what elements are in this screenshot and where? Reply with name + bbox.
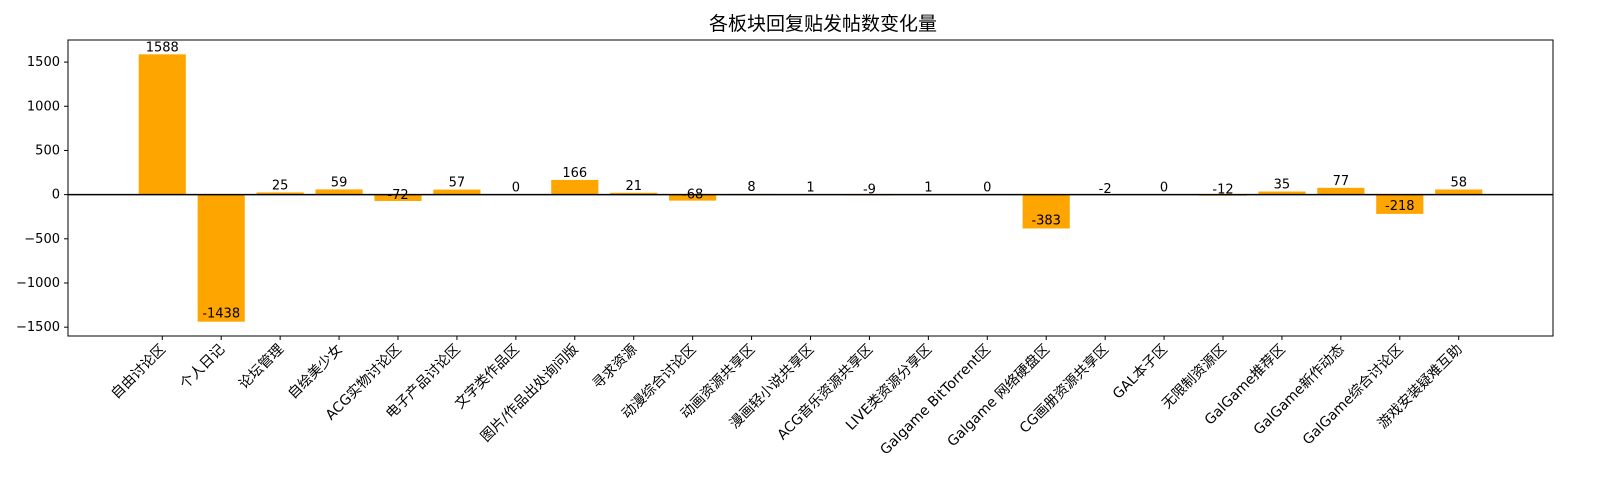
bar-value-label-22: 58 [1450,176,1467,191]
bar-value-label-9: -68 [682,188,703,203]
svg-text:论坛管理: 论坛管理 [236,342,287,393]
svg-text:自由讨论区: 自由讨论区 [108,342,169,403]
bar-value-label-21: -218 [1385,199,1415,214]
y-tick-label-0: 1500 [27,55,60,70]
svg-text:GAL本子区: GAL本子区 [1110,342,1171,403]
x-axis: 自由讨论区 个人日记 论坛管理自绘美少女ACG实物讨论区电子产品讨论区文字类作品区图… [108,336,1466,459]
x-tick-label-3: 自绘美少女 [284,341,346,403]
bar-value-label-17: 0 [1160,181,1168,196]
x-tick-label-1: 个人日记 [177,342,228,393]
bars-layer [138,54,1483,322]
svg-text:Galgame 网络硬盘区: Galgame 网络硬盘区 [944,341,1053,450]
x-tick-label-14: Galgame BitTorrent区 [877,342,994,459]
bar-9 [669,194,717,201]
bar-19 [1258,191,1306,195]
y-axis: 1500 1000 500 0 −500 −1000 −1500 [16,55,68,335]
svg-text:GalGame综合讨论区: GalGame综合讨论区 [1300,342,1407,449]
y-tick-label-3: 0 [52,188,60,203]
bar-value-label-8: 21 [625,179,642,194]
bar-value-label-5: 57 [449,176,466,191]
bar-3 [315,189,363,195]
bar-2 [256,192,304,195]
y-tick-label-5: −1000 [16,276,60,291]
x-tick-label-8: 寻求资源 [590,342,641,393]
bar-value-label-13: 1 [924,181,932,196]
y-tick-label-2: 500 [35,143,60,158]
bar-5 [433,189,481,195]
y-tick-label-4: −500 [24,232,60,247]
bar-value-label-10: 8 [747,180,755,195]
bar-22 [1435,189,1483,195]
x-tick-label-15: Galgame 网络硬盘区 [944,341,1053,450]
bar-15 [1022,194,1070,229]
plot-frame [67,39,1554,337]
bar-value-labels: 1588 -1438 25 59 -72 57 0 166 21 -68 8 1 -9 1 0 -383 -2 0… [146,40,1467,321]
bar-value-label-2: 25 [272,178,289,193]
svg-text:ACG音乐资源共享区: ACG音乐资源共享区 [774,341,877,444]
bar-value-label-3: 59 [331,175,348,190]
bar-0 [138,54,186,195]
bar-value-label-11: 1 [806,181,814,196]
bar-value-label-12: -9 [863,182,876,197]
svg-text:Galgame BitTorrent区: Galgame BitTorrent区 [877,342,994,459]
svg-text:寻求资源: 寻求资源 [590,342,641,393]
bar-value-label-6: 0 [512,181,520,196]
x-tick-label-21: GalGame综合讨论区 [1300,342,1407,449]
svg-text:图片/作品出处询问版: 图片/作品出处询问版 [478,342,582,446]
svg-text:个人日记: 个人日记 [177,342,228,393]
bar-1 [197,194,245,322]
bar-value-label-0: 1588 [146,40,179,55]
x-tick-label-17: GAL本子区 [1110,342,1171,403]
x-tick-label-0: 自由讨论区 [108,342,169,403]
chart-title: 各板块回复贴发帖数变化量 [709,13,937,35]
bar-value-label-14: 0 [983,181,991,196]
bar-value-label-1: -1438 [202,307,240,322]
bar-7 [551,179,599,195]
svg-text:自绘美少女: 自绘美少女 [284,341,346,403]
y-tick-label-1: 1000 [27,99,60,114]
bar-value-label-16: -2 [1099,182,1112,197]
bar-8 [610,192,658,195]
bar-value-label-15: -383 [1031,213,1061,228]
bar-21 [1376,194,1424,214]
x-tick-label-2: 论坛管理 [236,342,287,393]
bar-value-label-19: 35 [1274,178,1291,193]
y-tick-label-6: −1500 [16,320,60,335]
x-tick-label-7: 图片/作品出处询问版 [478,342,582,446]
bar-4 [374,194,422,201]
bar-value-label-4: -72 [387,188,408,203]
bar-value-label-20: 77 [1333,174,1350,189]
bar-value-label-18: -12 [1212,183,1233,198]
bar-20 [1317,187,1365,195]
x-tick-label-12: ACG音乐资源共享区 [774,341,877,444]
bar-value-label-7: 166 [562,166,587,181]
